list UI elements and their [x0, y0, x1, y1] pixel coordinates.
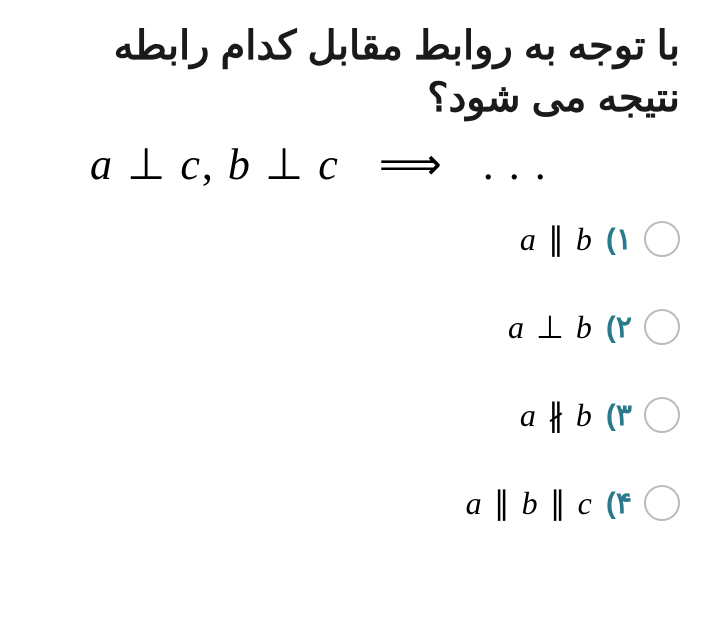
var-a: a	[508, 309, 526, 345]
radio-icon[interactable]	[644, 397, 680, 433]
option-3[interactable]: ۳) a ∦ b	[30, 396, 680, 434]
var-a: a	[520, 221, 538, 257]
options-container: ۱) a ∥ b ۲) a ⊥ b ۳) a ∦ b ۴) a ∥ b ∥	[30, 220, 690, 522]
var-a: a	[466, 485, 484, 521]
var-a: a	[90, 140, 114, 189]
var-b: b	[576, 397, 594, 433]
perp-symbol: ⊥	[536, 308, 566, 346]
option-number: ۲)	[606, 310, 632, 345]
var-c: c	[180, 140, 202, 189]
option-2[interactable]: ۲) a ⊥ b	[30, 308, 680, 346]
option-number: ۳)	[606, 398, 632, 433]
option-math: a ∥ b ∥ c	[466, 484, 594, 522]
math-premise: a ⊥ c, b ⊥ c ⟹ . . .	[30, 139, 690, 190]
not-parallel-symbol: ∦	[548, 396, 566, 434]
radio-icon[interactable]	[644, 485, 680, 521]
var-c: c	[578, 485, 594, 521]
question-text: با توجه به روابط مقابل کدام رابطه نتیجه …	[30, 20, 690, 124]
parallel-symbol: ∥	[550, 485, 568, 521]
perp-symbol: ⊥	[127, 139, 167, 190]
radio-icon[interactable]	[644, 309, 680, 345]
implies-arrow: ⟹	[379, 140, 444, 189]
option-4[interactable]: ۴) a ∥ b ∥ c	[30, 484, 680, 522]
radio-icon[interactable]	[644, 221, 680, 257]
var-b: b	[576, 221, 594, 257]
option-math: a ∥ b	[520, 220, 594, 258]
var-c: c	[318, 140, 340, 189]
var-b: b	[576, 309, 594, 345]
var-b: b	[522, 485, 540, 521]
option-number: ۴)	[606, 486, 632, 521]
perp-symbol: ⊥	[265, 139, 305, 190]
option-number: ۱)	[606, 222, 632, 257]
option-math: a ∦ b	[520, 396, 594, 434]
comma: ,	[202, 140, 215, 189]
option-math: a ⊥ b	[508, 308, 594, 346]
dots: . . .	[483, 140, 548, 189]
var-b: b	[228, 140, 252, 189]
parallel-symbol: ∥	[548, 221, 566, 257]
option-1[interactable]: ۱) a ∥ b	[30, 220, 680, 258]
parallel-symbol: ∥	[494, 485, 512, 521]
var-a: a	[520, 397, 538, 433]
